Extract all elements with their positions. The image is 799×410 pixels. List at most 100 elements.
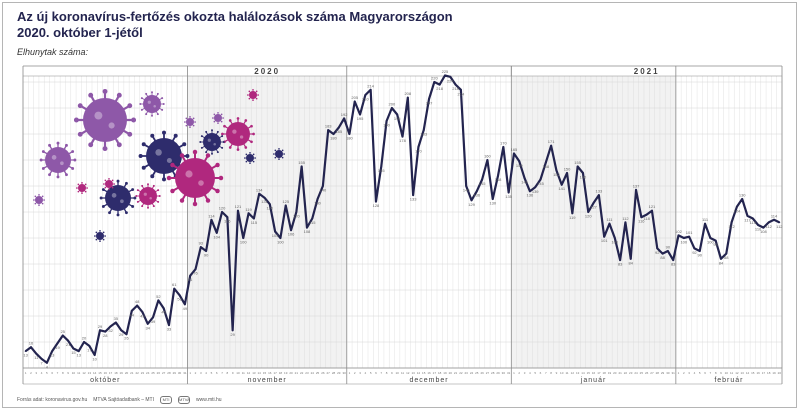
data-point bbox=[592, 202, 595, 204]
virus-spike-tip bbox=[252, 132, 255, 136]
data-point bbox=[252, 217, 255, 220]
data-label: 104 bbox=[213, 234, 220, 239]
virus-spike-tip bbox=[215, 162, 220, 168]
day-tick-label: 14 bbox=[258, 371, 262, 375]
virus-spike-tip bbox=[248, 97, 251, 100]
data-point bbox=[295, 211, 298, 213]
virus-spike-tip bbox=[173, 133, 178, 138]
data-label: 108 bbox=[304, 229, 311, 234]
data-label: 140 bbox=[320, 188, 327, 193]
data-label: 117 bbox=[744, 217, 751, 222]
virus-icon bbox=[35, 196, 43, 204]
virus-spike-tip bbox=[185, 117, 188, 120]
day-tick-label: 3 bbox=[688, 371, 690, 375]
data-point bbox=[263, 196, 266, 199]
virus-spike-tip bbox=[170, 188, 175, 194]
day-tick-label: 27 bbox=[162, 371, 166, 375]
virus-spot bbox=[147, 100, 151, 104]
data-label: 205 bbox=[351, 95, 358, 100]
data-label: 183 bbox=[325, 124, 332, 129]
virus-spike-tip bbox=[95, 238, 98, 241]
day-tick-label: 16 bbox=[756, 371, 760, 375]
virus-spike-tip bbox=[228, 119, 232, 122]
virus-spike-tip bbox=[38, 204, 40, 206]
data-label: 180 bbox=[346, 136, 353, 141]
data-point bbox=[157, 299, 160, 302]
data-label: 44 bbox=[130, 312, 135, 317]
data-point bbox=[183, 303, 186, 306]
virus-spike-tip bbox=[81, 192, 83, 194]
data-point bbox=[268, 203, 271, 206]
virus-spike-tip bbox=[252, 160, 255, 163]
data-label: 220 bbox=[431, 76, 438, 81]
virus-spike-tip bbox=[194, 121, 196, 123]
virus-spike-tip bbox=[281, 156, 284, 159]
day-tick-label: 17 bbox=[762, 371, 766, 375]
day-tick-label: 9 bbox=[720, 371, 722, 375]
virus-spike-tip bbox=[145, 113, 148, 116]
data-label: 183 bbox=[420, 132, 427, 137]
data-point bbox=[30, 346, 32, 349]
data-label: 139 bbox=[532, 189, 539, 194]
data-point bbox=[481, 178, 484, 181]
virus-spot bbox=[149, 196, 152, 200]
virus-spike-tip bbox=[99, 230, 101, 232]
virus-spike-tip bbox=[205, 153, 211, 158]
data-label: 83 bbox=[671, 262, 676, 267]
virus-spike-tip bbox=[182, 142, 187, 147]
day-tick-label: 9 bbox=[391, 371, 393, 375]
day-tick-label: 13 bbox=[88, 371, 92, 375]
data-point bbox=[571, 212, 574, 215]
day-tick-label: 21 bbox=[295, 371, 299, 375]
data-point bbox=[125, 333, 128, 336]
virus-spike-tip bbox=[192, 117, 195, 120]
day-tick-label: 23 bbox=[141, 371, 145, 375]
data-point bbox=[491, 198, 494, 200]
data-point bbox=[486, 159, 489, 161]
virus-spike-tip bbox=[212, 117, 214, 119]
virus-spike-tip bbox=[228, 146, 232, 149]
virus-spike-tip bbox=[140, 97, 143, 100]
y-axis-label: Elhunytak száma: bbox=[17, 47, 89, 57]
day-tick-label: 7 bbox=[545, 371, 547, 375]
day-tick-label: 4 bbox=[205, 371, 207, 375]
day-tick-label: 20 bbox=[125, 371, 129, 375]
data-point bbox=[88, 345, 91, 347]
virus-spike-tip bbox=[104, 186, 107, 189]
virus-spike-tip bbox=[125, 211, 128, 215]
virus-spot bbox=[185, 170, 193, 178]
data-point bbox=[194, 268, 197, 271]
day-tick-label: 25 bbox=[640, 371, 644, 375]
virus-spike-tip bbox=[147, 183, 149, 186]
data-label: 133 bbox=[596, 189, 603, 194]
data-point bbox=[576, 165, 579, 168]
day-tick-label: 8 bbox=[715, 371, 717, 375]
data-label: 100 bbox=[611, 240, 618, 245]
virus-spike-tip bbox=[48, 173, 51, 177]
data-point bbox=[337, 126, 340, 129]
day-tick-label: 15 bbox=[751, 371, 755, 375]
virus-spike-tip bbox=[221, 146, 224, 149]
data-label: 125 bbox=[282, 199, 289, 204]
data-point bbox=[359, 113, 361, 116]
day-tick-label: 1 bbox=[678, 371, 680, 375]
virus-spike-tip bbox=[244, 146, 248, 149]
day-tick-label: 12 bbox=[735, 371, 739, 375]
virus-spike-tip bbox=[77, 103, 83, 109]
virus-spike-tip bbox=[131, 205, 135, 208]
data-label: 120 bbox=[219, 206, 226, 211]
day-tick-label: 23 bbox=[305, 371, 309, 375]
day-tick-label: 18 bbox=[114, 371, 118, 375]
day-tick-label: 19 bbox=[120, 371, 124, 375]
data-label: 100 bbox=[680, 240, 687, 245]
data-label: 131 bbox=[261, 199, 268, 204]
data-label: 160 bbox=[484, 154, 491, 159]
day-tick-label: 6 bbox=[704, 371, 706, 375]
data-label: 214 bbox=[367, 83, 374, 88]
virus-spike-tip bbox=[157, 189, 160, 192]
virus-spike-tip bbox=[73, 158, 77, 162]
data-label: 112 bbox=[776, 224, 783, 229]
day-tick-label: 25 bbox=[475, 371, 479, 375]
day-tick-label: 31 bbox=[672, 371, 676, 375]
